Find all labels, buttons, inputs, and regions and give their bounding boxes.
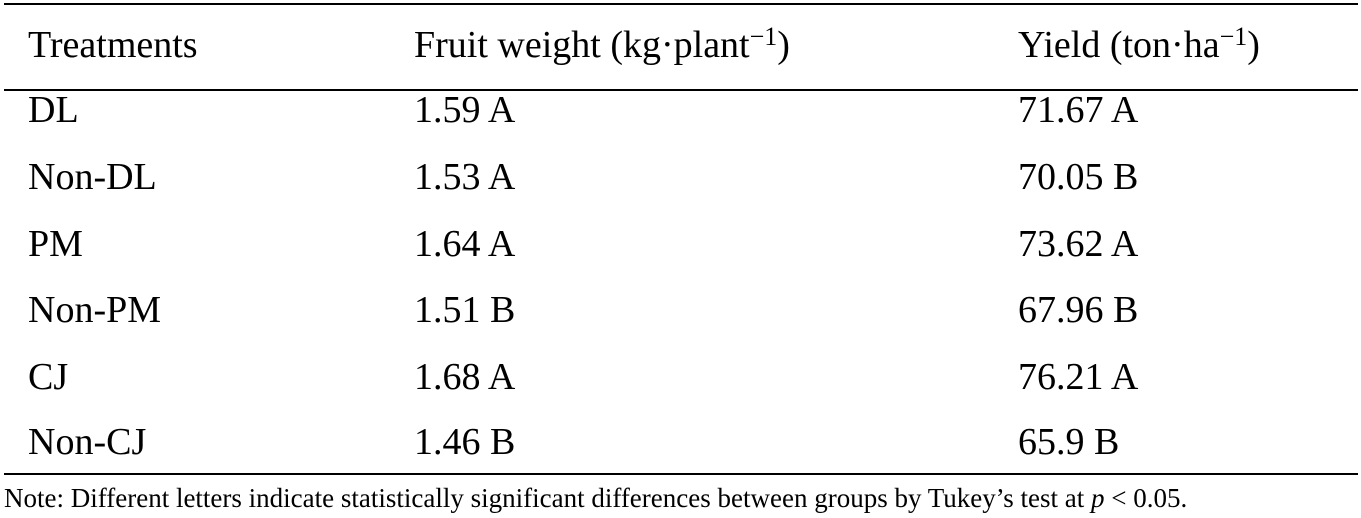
row-fruit-weight: 1.68 A xyxy=(414,356,516,398)
row-yield: 73.62 A xyxy=(1018,223,1139,265)
header-yield-label: Yield (ton·ha xyxy=(1018,24,1220,66)
table-note: Note: Different letters indicate statist… xyxy=(4,481,1187,515)
note-text: Note: Different letters indicate statist… xyxy=(4,483,1091,513)
row-treatment: Non-PM xyxy=(28,289,162,331)
table-top-rule xyxy=(4,3,1358,5)
row-treatment: DL xyxy=(28,89,79,131)
row-yield: 76.21 A xyxy=(1018,356,1139,398)
header-yield-close: ) xyxy=(1247,24,1260,66)
table-bottom-rule xyxy=(4,473,1358,475)
row-fruit-weight: 1.51 B xyxy=(414,289,516,331)
row-yield: 65.9 B xyxy=(1018,421,1120,463)
header-treatments: Treatments xyxy=(28,24,198,66)
row-treatment: CJ xyxy=(28,356,69,398)
row-fruit-weight: 1.64 A xyxy=(414,223,516,265)
row-treatment: Non-CJ xyxy=(28,421,147,463)
note-p-symbol: p xyxy=(1090,483,1105,513)
row-yield: 67.96 B xyxy=(1018,289,1139,331)
row-treatment: Non-DL xyxy=(28,156,157,198)
header-yield-exponent: −1 xyxy=(1219,22,1248,51)
row-yield: 71.67 A xyxy=(1018,89,1139,131)
row-fruit-weight: 1.46 B xyxy=(414,421,516,463)
row-treatment: PM xyxy=(28,223,83,265)
header-fruit-weight: Fruit weight (kg·plant−1) xyxy=(414,23,790,67)
header-fruit-weight-label: Fruit weight (kg·plant xyxy=(414,24,750,66)
header-divider-rule xyxy=(4,89,1358,91)
row-yield: 70.05 B xyxy=(1018,156,1139,198)
header-fruit-weight-close: ) xyxy=(777,24,790,66)
row-fruit-weight: 1.53 A xyxy=(414,156,516,198)
header-fruit-weight-exponent: −1 xyxy=(749,22,778,51)
row-fruit-weight: 1.59 A xyxy=(414,89,516,131)
note-threshold: < 0.05. xyxy=(1104,483,1188,513)
header-yield: Yield (ton·ha−1) xyxy=(1018,23,1260,67)
